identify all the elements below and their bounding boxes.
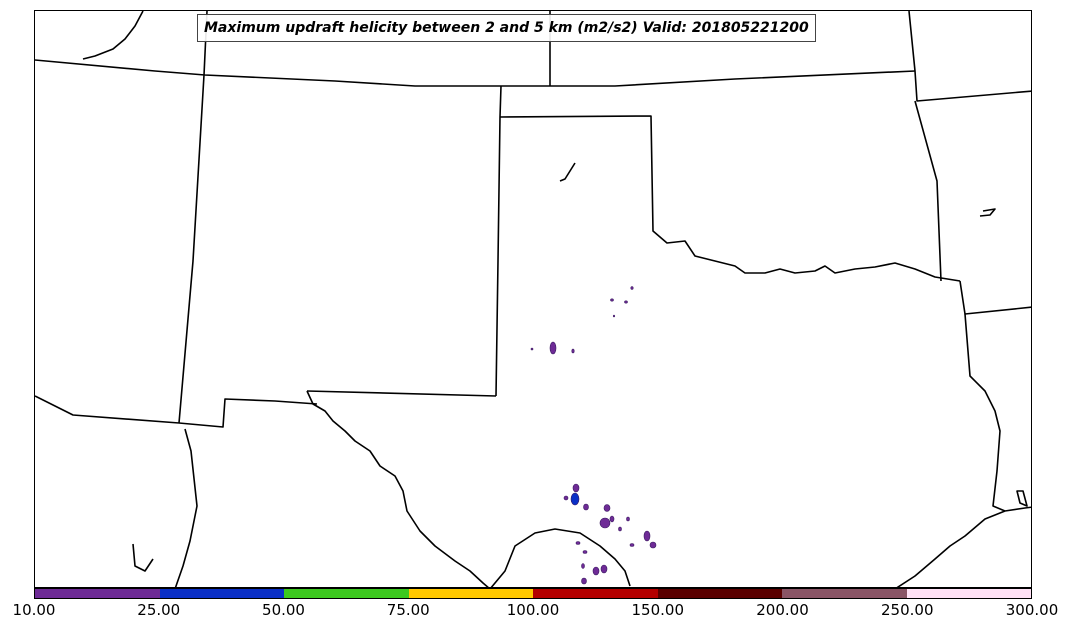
boundary-ia-mo — [908, 11, 1031, 102]
colorbar-segment — [533, 589, 658, 598]
helicity-cell — [629, 543, 635, 547]
boundary-co-ut — [178, 74, 205, 424]
helicity-cell — [583, 503, 589, 511]
lake-kansas — [559, 162, 576, 182]
state-boundaries — [35, 11, 1031, 587]
boundary-texas-coast — [490, 528, 631, 587]
colorbar-segment — [159, 589, 284, 598]
colorbar-segment — [408, 589, 533, 598]
colorbar-tick-label: 200.00 — [756, 601, 809, 619]
colorbar-tick-label: 300.00 — [1005, 601, 1059, 619]
boundary-ks-west — [495, 85, 502, 397]
helicity-cell — [592, 566, 600, 576]
map-title: Maximum updraft helicity between 2 and 5… — [197, 14, 816, 42]
colorbar-tick-label: 10.00 — [12, 601, 56, 619]
colorbar-segment — [284, 589, 409, 598]
boundary-texas — [306, 390, 489, 587]
map-canvas — [35, 11, 1031, 587]
helicity-cell — [626, 516, 630, 522]
map-panel — [34, 10, 1032, 588]
helicity-cell — [603, 504, 611, 512]
boundary-ks-south — [499, 115, 961, 282]
helicity-cell — [581, 577, 587, 585]
helicity-cell — [612, 314, 616, 318]
colorbar-tick-label: 50.00 — [262, 601, 305, 619]
helicity-cell — [630, 286, 634, 290]
helicity-cell — [572, 483, 580, 493]
colorbar-tick-label: 100.00 — [506, 601, 560, 619]
colorbar-labels: 10.00 25.00 50.00 75.00 100.00 150.00 200.00 25… — [0, 601, 1070, 625]
helicity-cell — [570, 492, 580, 506]
lake-missouri — [979, 208, 996, 217]
helicity-cell — [582, 550, 588, 554]
lake-nm-south — [132, 543, 154, 572]
helicity-cell — [599, 517, 611, 529]
boundary-ar-la — [964, 313, 1006, 512]
boundary-az-nm — [35, 395, 180, 424]
colorbar-segment — [782, 589, 907, 598]
colorbar-tick-label: 25.00 — [137, 601, 181, 619]
helicity-cell — [610, 298, 614, 302]
boundary-ks-mo — [914, 100, 942, 282]
helicity-cells — [530, 286, 657, 585]
colorbar-segment — [657, 589, 782, 598]
helicity-cell — [549, 341, 557, 355]
colorbar-tick-label: 75.00 — [386, 601, 430, 619]
colorbar-segment — [906, 589, 1031, 598]
colorbar-tick-label: 250.00 — [881, 601, 934, 619]
helicity-cell — [609, 515, 615, 523]
helicity-cell — [581, 563, 585, 569]
boundary-co-nm — [178, 398, 318, 428]
boundary-texas-east — [896, 506, 1031, 587]
boundary-nm-mex — [174, 428, 198, 587]
helicity-cell — [575, 541, 581, 545]
helicity-cell — [571, 348, 575, 354]
helicity-cell — [618, 526, 622, 532]
helicity-cell — [649, 541, 657, 549]
colorbar-tick-label: 150.00 — [631, 601, 685, 619]
helicity-cell — [530, 347, 534, 351]
colorbar-segment — [35, 589, 160, 598]
boundary-ok-panhandle — [306, 390, 497, 397]
helicity-cell — [563, 495, 569, 501]
helicity-cell — [600, 564, 608, 574]
lake-gulf — [1016, 490, 1028, 507]
helicity-cell — [643, 530, 651, 542]
boundary-mo-ar — [959, 280, 1031, 315]
helicity-cell — [624, 300, 628, 304]
boundary-wy-co — [35, 59, 916, 87]
colorbar — [34, 588, 1032, 599]
lake-northwest — [82, 11, 144, 60]
